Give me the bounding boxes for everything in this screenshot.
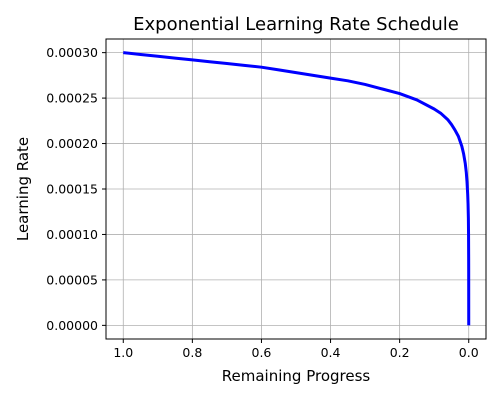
plot-area <box>123 51 471 326</box>
y-tick-label: 0.00020 <box>46 136 98 151</box>
x-tick-label: 0.6 <box>252 345 272 360</box>
grid <box>106 39 486 339</box>
x-tick-label: 0.2 <box>390 345 410 360</box>
y-tick-label: 0.00025 <box>46 91 98 106</box>
axis-ticks: 1.0 0.8 0.6 0.4 0.2 0.0 0.00000 0.00005 0.00010 0… <box>46 45 478 360</box>
x-tick-label: 0.8 <box>182 345 202 360</box>
y-tick-label: 0.00005 <box>46 272 98 287</box>
y-tick-label: 0.00015 <box>46 182 98 197</box>
y-axis-label: Learning Rate <box>14 137 32 241</box>
y-tick-label: 0.00030 <box>46 45 98 60</box>
chart-title: Exponential Learning Rate Schedule <box>133 14 459 35</box>
x-tick-label: 0.0 <box>459 345 479 360</box>
y-tick-label: 0.00000 <box>46 318 98 333</box>
learning-rate-line <box>123 51 471 326</box>
x-tick-label: 0.4 <box>321 345 341 360</box>
x-axis-label: Remaining Progress <box>222 367 371 385</box>
y-tick-label: 0.00010 <box>46 227 98 242</box>
x-tick-label: 1.0 <box>113 345 133 360</box>
